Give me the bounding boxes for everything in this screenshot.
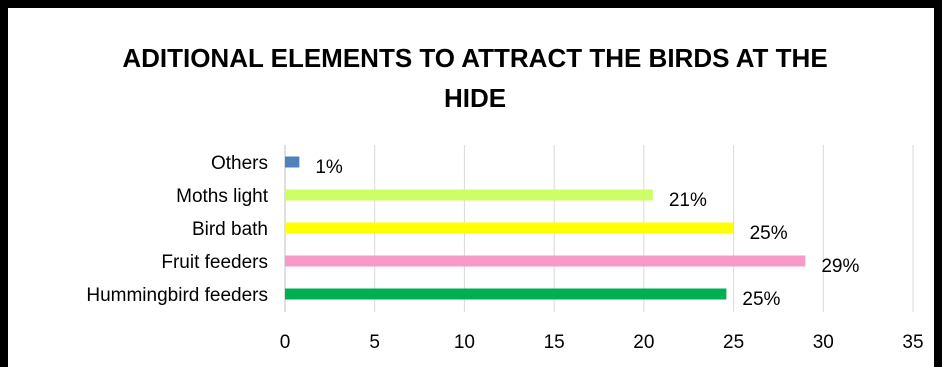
bars [285,156,806,300]
data-label: 29% [821,256,859,277]
data-label: 1% [315,157,343,178]
category-labels: Hummingbird feeders Fruit feeders Bird bat… [86,153,268,306]
data-label: 21% [669,190,707,211]
x-tick-label: 35 [902,332,923,353]
x-tick-label: 5 [369,332,380,353]
category-label: Bird bath [192,219,268,240]
chart-title-line-1: ADITIONAL ELEMENTS TO ATTRACT THE BIRDS … [122,43,828,73]
x-tick-label: 25 [723,332,744,353]
bar-others [285,156,300,168]
bar-hummingbird-feeders [285,288,727,300]
bar-bird-bath [285,222,734,234]
category-label: Moths light [176,186,269,207]
category-label: Others [211,153,268,174]
data-label: 25% [742,289,780,310]
bar-moths-light [285,189,653,201]
x-tick-label: 0 [280,332,291,353]
x-tick-label: 20 [633,332,654,353]
x-axis-tick-labels: 0 5 10 15 20 25 30 35 [280,332,924,353]
x-tick-label: 15 [544,332,565,353]
category-label: Fruit feeders [161,252,268,273]
bar-fruit-feeders [285,255,806,267]
category-label: Hummingbird feeders [86,285,268,306]
data-label: 25% [750,223,788,244]
chart-title-line-2: HIDE [443,83,507,113]
x-tick-label: 30 [813,332,834,353]
data-labels: 25% 29% 25% 21% 1% [315,157,859,310]
x-tick-label: 10 [454,332,475,353]
